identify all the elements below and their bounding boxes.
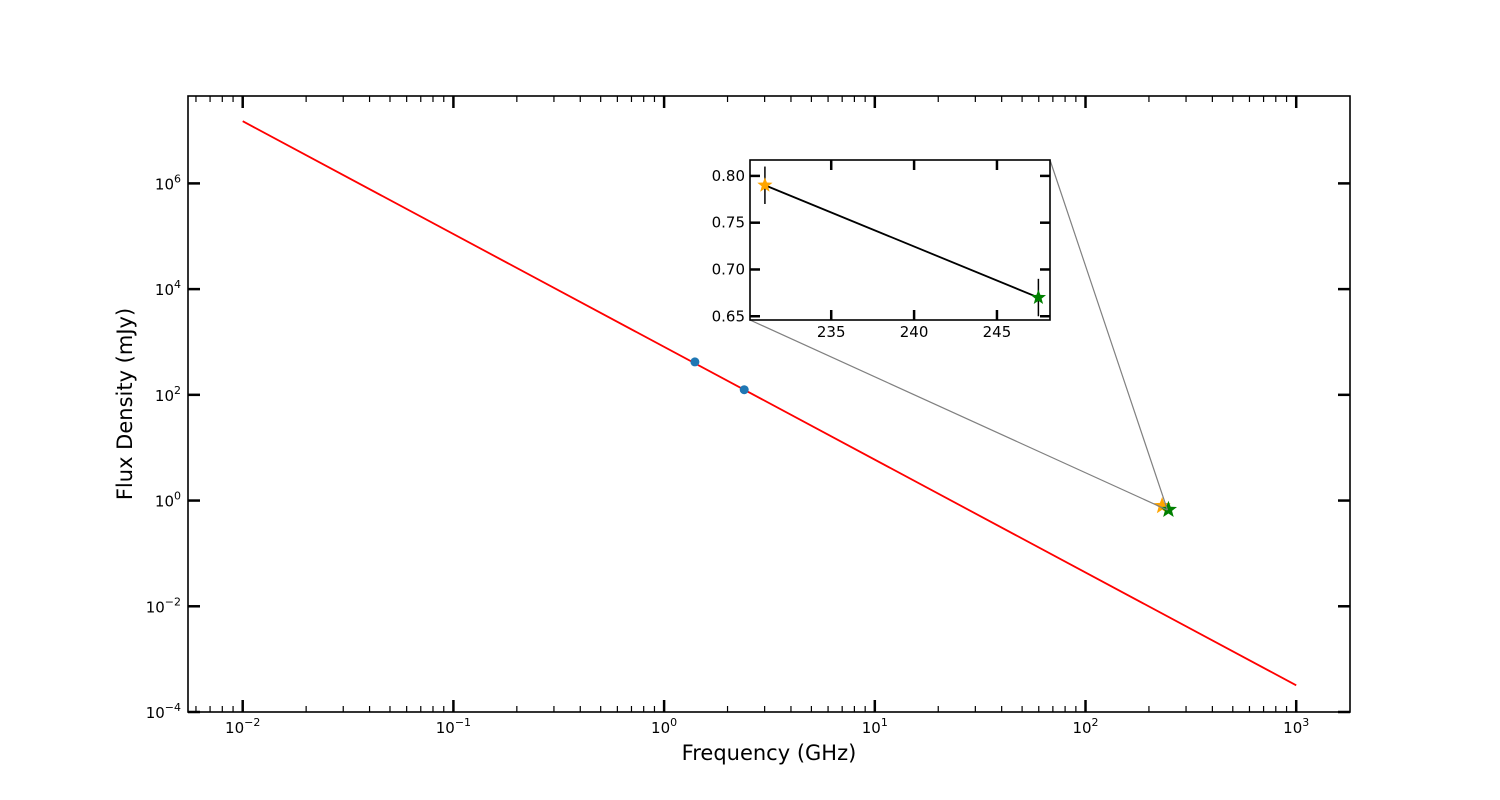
inset-y-tick-label: 0.75 — [712, 214, 745, 232]
x-tick-label: 102 — [1072, 716, 1098, 737]
y-tick-label: 10−4 — [146, 701, 181, 722]
data-point-circle — [690, 357, 700, 367]
data-point-star — [1153, 496, 1171, 514]
inset-y-tick-label: 0.65 — [712, 307, 745, 325]
inset-y-tick-label: 0.70 — [712, 260, 745, 278]
inset-data-marks — [757, 166, 1047, 317]
inset-y-tick-label: 0.80 — [712, 167, 745, 185]
x-tick-label: 101 — [862, 716, 888, 737]
x-tick-label: 103 — [1283, 716, 1309, 737]
main-ticks: 10−2 10−1 100 101 102 103 10−4 10−2 100 102 104 106 — [146, 96, 1350, 737]
data-point-circle — [739, 385, 749, 395]
main-plot: 10−2 10−1 100 101 102 103 10−4 10−2 100 102 104 106… — [113, 95, 1351, 765]
connector-line-upper — [1049, 159, 1169, 511]
main-plot-frame — [187, 95, 1351, 713]
main-data-marks — [242, 120, 1297, 687]
y-tick-label: 104 — [155, 278, 181, 299]
x-tick-label: 10−2 — [225, 716, 260, 737]
inset-plot: 235 240 245 0.65 0.70 0.75 0.80 — [712, 159, 1051, 341]
y-tick-label: 10−2 — [146, 595, 181, 616]
y-tick-label: 100 — [155, 490, 181, 511]
inset-ticks: 235 240 245 0.65 0.70 0.75 0.80 — [712, 160, 1050, 341]
power-law-fit-line — [242, 120, 1297, 687]
x-axis-label: Frequency (GHz) — [682, 741, 857, 765]
inset-connector-lines — [749, 159, 1169, 511]
inset-connecting-line — [764, 184, 1039, 299]
x-tick-label: 100 — [651, 716, 677, 737]
inset-x-tick-label: 235 — [817, 323, 846, 341]
inset-x-tick-label: 240 — [900, 323, 929, 341]
inset-data-point-star — [757, 177, 773, 192]
inset-x-tick-label: 245 — [983, 323, 1012, 341]
y-axis-label: Flux Density (mJy) — [113, 308, 137, 500]
y-tick-label: 102 — [155, 384, 181, 405]
y-tick-label: 106 — [155, 172, 181, 193]
inset-plot-frame — [749, 159, 1051, 321]
x-tick-label: 10−1 — [436, 716, 471, 737]
data-point-star — [1159, 500, 1177, 518]
connector-line-lower — [749, 319, 1168, 511]
inset-data-point-star — [1030, 289, 1047, 305]
